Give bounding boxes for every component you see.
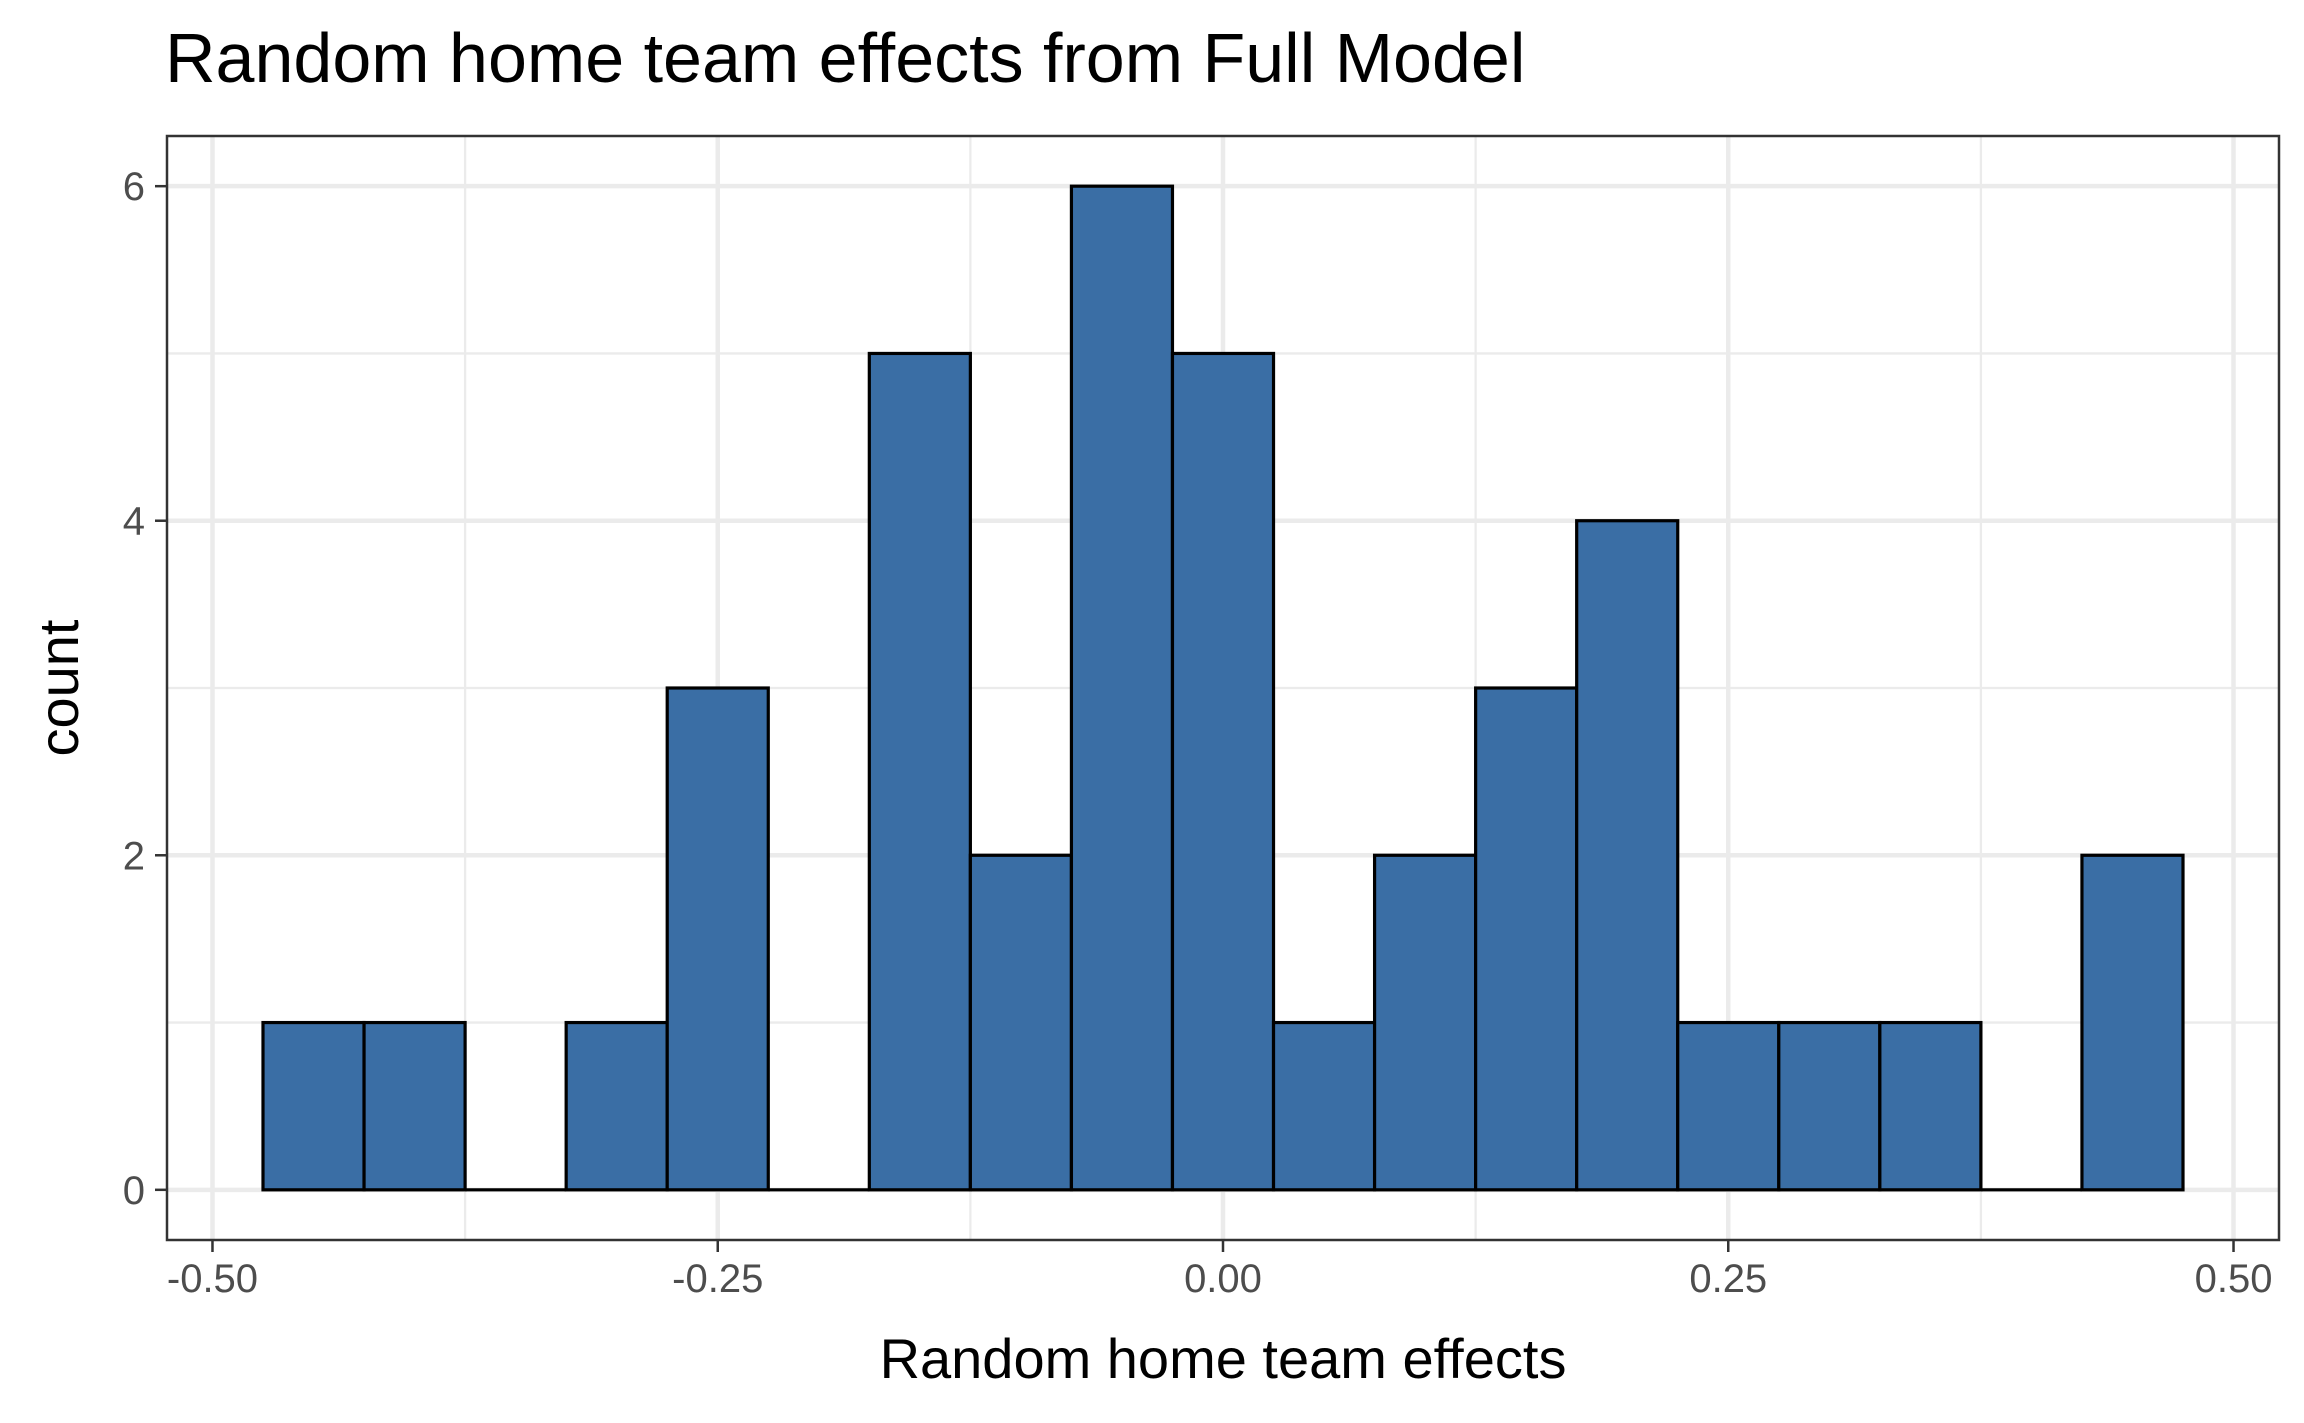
histogram-bar	[1372, 853, 1478, 1192]
histogram-bar	[1575, 519, 1680, 1192]
histogram-bar	[2080, 853, 2185, 1192]
x-tick-label: 0.50	[2195, 1257, 2273, 1301]
x-tick-label: 0.00	[1184, 1257, 1262, 1301]
histogram-bar	[1170, 351, 1276, 1192]
axis-ticks: -0.50 -0.25 0.00 0.25 0.50 0 2 4 6	[123, 165, 2273, 1301]
x-tick-label: 0.25	[1689, 1257, 1767, 1301]
histogram-bar	[665, 686, 770, 1192]
histogram-bar	[362, 1020, 467, 1192]
histogram-bar	[968, 853, 1074, 1192]
y-tick-label: 2	[123, 834, 145, 878]
x-tick-label: -0.25	[672, 1257, 763, 1301]
chart-title: Random home team effects from Full Model	[165, 19, 1525, 97]
histogram-bar	[1069, 184, 1175, 1192]
histogram-bar	[1777, 1020, 1882, 1192]
histogram-bar	[261, 1020, 366, 1192]
histogram-bar	[1676, 1020, 1781, 1192]
y-tick-label: 4	[123, 500, 145, 544]
y-axis-title: count	[27, 619, 90, 756]
x-tick-label: -0.50	[167, 1257, 258, 1301]
histogram-bar	[1271, 1020, 1377, 1192]
y-tick-label: 6	[123, 165, 145, 209]
y-tick-label: 0	[123, 1169, 145, 1213]
histogram-bars	[261, 184, 2185, 1192]
x-axis-title: Random home team effects	[880, 1327, 1567, 1390]
histogram-bar	[1878, 1020, 1983, 1192]
histogram-bar	[564, 1020, 669, 1192]
histogram-bar	[867, 351, 972, 1192]
histogram-bar	[1474, 686, 1579, 1192]
